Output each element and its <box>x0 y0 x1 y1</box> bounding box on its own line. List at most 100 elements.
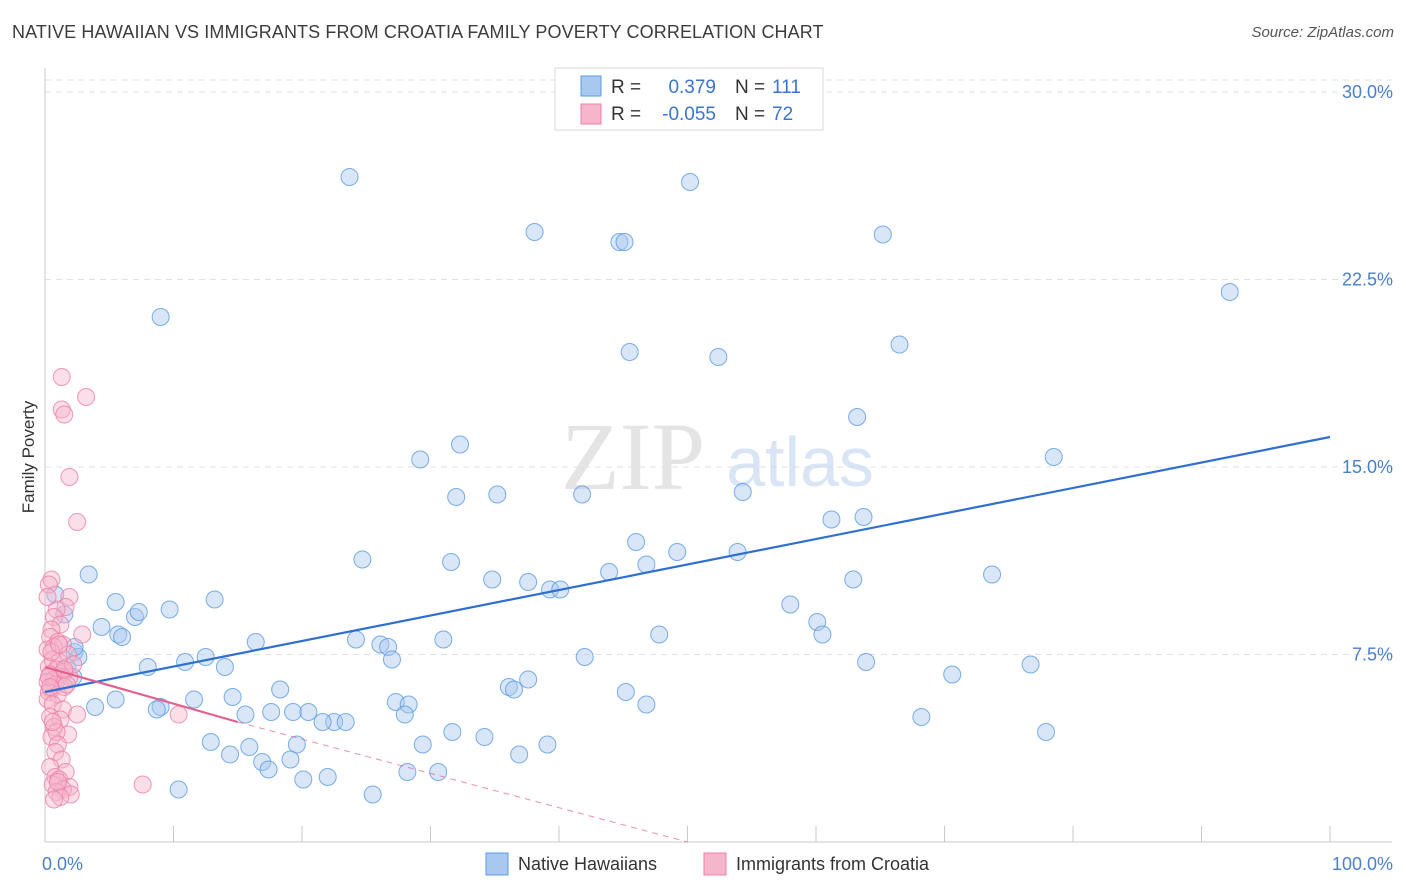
croatia-point <box>68 513 87 531</box>
native-hawaiian-point <box>287 735 306 754</box>
gridlines <box>45 79 1392 655</box>
croatia-point <box>52 368 71 386</box>
axes <box>44 68 1392 843</box>
native-hawaiian-point <box>983 565 1002 584</box>
native-hawaiian-point <box>223 688 242 706</box>
croatia-point <box>50 635 69 654</box>
croatia-point <box>60 468 79 486</box>
croatia-trend-line <box>44 665 239 724</box>
native-hawaiian-point <box>395 705 414 724</box>
native-hawaiian-point <box>1021 655 1040 674</box>
croatia-point <box>68 705 87 724</box>
native-hawaiian-point <box>236 705 255 724</box>
croatia-point <box>38 588 57 606</box>
native-hawaiian-point <box>442 553 461 571</box>
native-hawaiian-point <box>147 700 166 719</box>
native-hawaiian-point <box>398 763 417 781</box>
bottom-legend-pink-swatch <box>703 852 727 876</box>
native-hawaiian-point <box>299 703 318 721</box>
native-hawaiian-point <box>443 723 462 741</box>
native-hawaiian-point <box>86 698 105 716</box>
native-hawaiian-point <box>681 173 700 191</box>
croatia-point <box>52 400 71 419</box>
native-hawaiian-point <box>475 728 494 746</box>
native-hawaiian-point <box>399 695 418 714</box>
watermark-zip: ZIP <box>561 403 705 510</box>
native-hawaiian-point <box>318 768 337 786</box>
native-hawaiian-point <box>483 570 502 589</box>
native-hawaiian-point <box>281 750 300 769</box>
croatia-point <box>41 708 60 726</box>
native-hawaiian-point <box>519 573 538 591</box>
croatia-point <box>42 643 61 661</box>
croatia-point <box>42 570 61 589</box>
native-hawaiian-point <box>499 678 518 696</box>
native-hawaiian-point <box>411 450 430 469</box>
native-hawaiian-point <box>313 713 332 731</box>
legend-n-label-blue: N = <box>735 77 765 98</box>
native-hawaiian-point <box>610 233 629 251</box>
native-hawaiian-point <box>650 625 669 644</box>
native-hawaiian-point <box>781 595 800 614</box>
croatia-point <box>51 615 70 634</box>
legend-n-label-pink: N = <box>735 104 765 125</box>
native-hawaiian-point <box>488 485 507 504</box>
croatia-point <box>73 625 92 644</box>
native-hawaiian-point <box>848 408 867 426</box>
native-hawaiian-point <box>447 488 466 506</box>
native-hawaiian-point <box>382 650 401 669</box>
native-hawaiian-point <box>185 690 204 709</box>
native-hawaiian-point <box>943 665 962 684</box>
x-tick-label: 0.0% <box>42 854 83 874</box>
native-hawaiian-point <box>271 680 290 699</box>
native-hawaiian-point <box>429 763 448 781</box>
native-hawaiian-point <box>733 483 752 501</box>
native-hawaiian-point <box>151 308 170 326</box>
native-hawaiian-point <box>129 603 148 621</box>
croatia-point <box>64 655 83 674</box>
native-hawaiian-point <box>160 600 179 619</box>
native-hawaiian-point <box>259 760 278 779</box>
native-hawaiian-point <box>890 335 909 354</box>
native-hawaiians-trend-line <box>44 435 1331 694</box>
legend-r-value-pink: -0.055 <box>662 104 716 125</box>
native-hawaiian-point <box>353 550 372 569</box>
legend-blue-swatch <box>580 75 602 97</box>
correlation-legend: R = 0.379 N = 111 R = -0.055 N = 72 <box>554 67 824 131</box>
native-hawaiian-point <box>106 690 125 709</box>
croatia-point <box>77 388 96 406</box>
x-tick-labels: 0.0% 100.0% <box>42 854 1393 874</box>
native-hawaiian-point <box>451 435 470 454</box>
croatia-trend-extension <box>237 721 688 843</box>
native-hawaiian-point <box>505 680 524 699</box>
y-tick-labels: 7.5% 15.0% 22.5% 30.0% <box>1342 82 1393 665</box>
native-hawaiian-point <box>262 703 281 721</box>
native-hawaiian-point <box>627 533 646 551</box>
y-tick-label: 30.0% <box>1342 82 1393 102</box>
bottom-legend-blue-swatch <box>485 852 509 876</box>
native-hawaiian-point <box>844 570 863 589</box>
croatia-point <box>48 773 67 791</box>
croatia-point <box>42 728 61 746</box>
native-hawaiian-point <box>525 223 544 241</box>
legend-r-label-pink: R = <box>611 104 641 125</box>
native-hawaiian-point <box>205 590 224 609</box>
native-hawaiian-point <box>668 543 687 561</box>
source-label: Source: ZipAtlas.com <box>1251 24 1394 41</box>
native-hawaiian-point <box>201 733 220 751</box>
bottom-legend-pink-label: Immigrants from Croatia <box>736 854 930 874</box>
native-hawaiian-point <box>284 703 303 721</box>
y-tick-label: 22.5% <box>1342 270 1393 290</box>
y-tick-label: 15.0% <box>1342 457 1393 477</box>
native-hawaiian-point <box>813 625 832 644</box>
native-hawaiian-point <box>510 745 529 764</box>
native-hawaiian-point <box>637 695 656 714</box>
croatia-point <box>43 713 62 731</box>
native-hawaiian-point <box>1037 723 1056 741</box>
series-legend: Native Hawaiians Immigrants from Croatia <box>485 852 930 876</box>
y-tick-label: 7.5% <box>1352 645 1393 665</box>
native-hawaiian-point <box>363 785 382 804</box>
native-hawaiian-point <box>854 508 873 526</box>
trend-lines <box>44 435 1331 843</box>
croatia-point <box>41 678 60 696</box>
